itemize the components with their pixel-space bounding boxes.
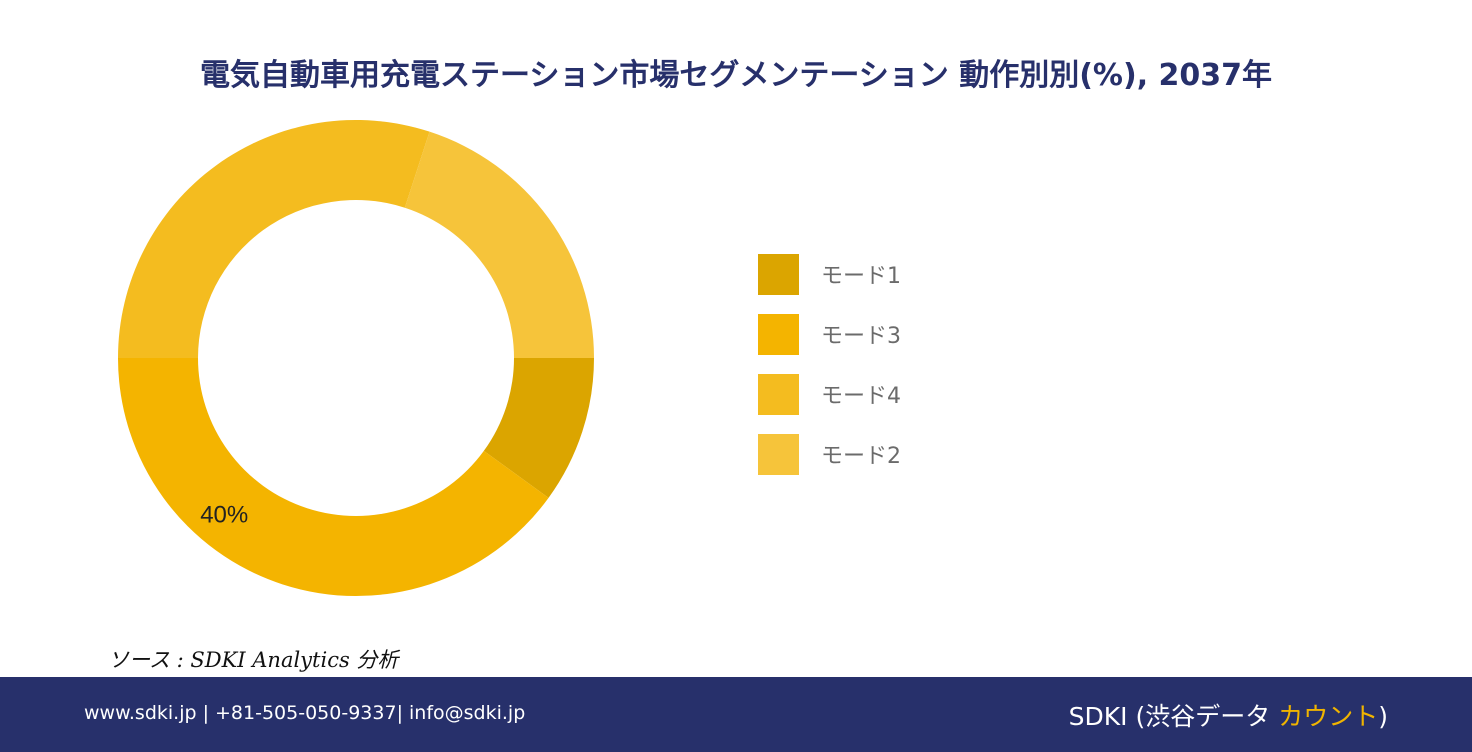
brand-accent: カウント [1278, 702, 1379, 731]
donut-chart: 40% [118, 119, 594, 596]
legend-item: モード3 [758, 304, 901, 364]
legend-label: モード2 [821, 444, 901, 469]
footer-brand: SDKI (渋谷データ カウント) [1069, 697, 1388, 733]
legend-swatch [758, 313, 799, 355]
legend-swatch [758, 253, 799, 295]
donut-slice [483, 358, 594, 498]
legend-label: モード3 [821, 324, 901, 349]
legend-item: モード2 [758, 424, 901, 484]
legend-item: モード1 [758, 244, 901, 304]
legend-swatch [758, 433, 799, 475]
legend-label: モード1 [821, 264, 901, 289]
donut-slice [404, 131, 594, 358]
legend-label: モード4 [821, 384, 901, 409]
chart-title: 電気自動車用充電ステーション市場セグメンテーション 動作別別(%), 2037年 [199, 58, 1273, 93]
legend-swatch [758, 373, 799, 415]
footer-bar: www.sdki.jp | +81-505-050-9337| info@sdk… [0, 677, 1472, 752]
data-label: 40% [200, 502, 248, 529]
donut-slice [118, 119, 430, 358]
brand-prefix: SDKI (渋谷データ [1068, 702, 1279, 731]
legend-item: モード4 [758, 364, 901, 424]
chart-legend: モード1 モード3 モード4 モード2 [758, 244, 901, 484]
brand-suffix: ) [1378, 702, 1388, 731]
footer-contact: www.sdki.jp | +81-505-050-9337| info@sdk… [84, 702, 526, 724]
source-note: ソース : SDKI Analytics 分析 [108, 648, 399, 672]
donut-slice [118, 358, 549, 596]
